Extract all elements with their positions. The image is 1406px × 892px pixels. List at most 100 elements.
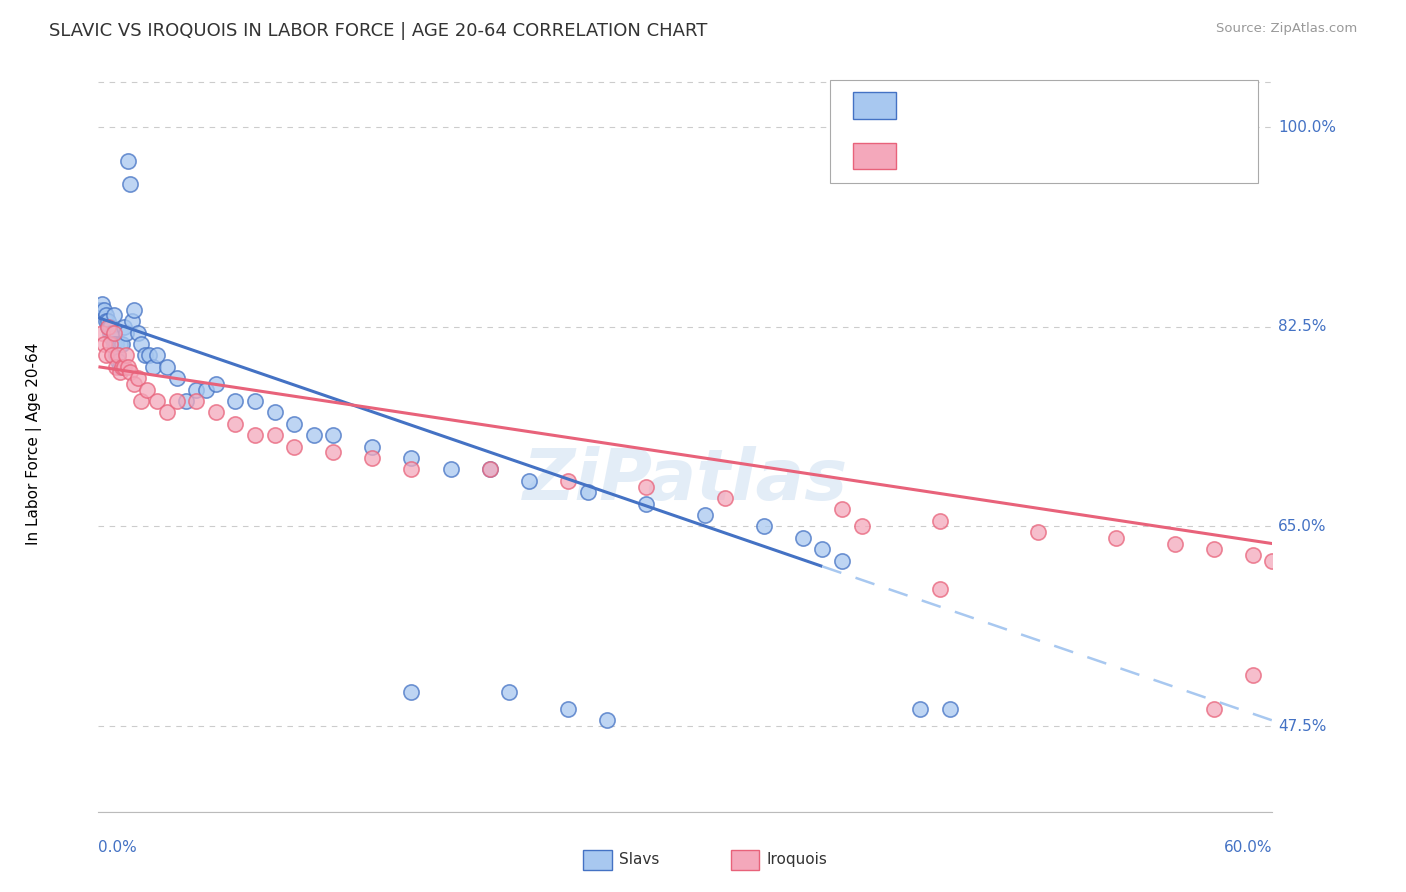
Point <box>118 366 141 380</box>
Point <box>96 348 118 362</box>
Point <box>224 417 246 431</box>
Text: 82.5%: 82.5% <box>1278 319 1327 334</box>
Text: SLAVIC VS IROQUOIS IN LABOR FORCE | AGE 20-64 CORRELATION CHART: SLAVIC VS IROQUOIS IN LABOR FORCE | AGE … <box>49 22 707 40</box>
Text: -0.352: -0.352 <box>966 98 1021 112</box>
Point <box>91 297 114 311</box>
Point <box>98 337 121 351</box>
Point <box>263 428 285 442</box>
Point <box>713 491 735 505</box>
Point <box>93 302 115 317</box>
Point <box>186 394 208 409</box>
Point <box>107 354 129 368</box>
Point <box>478 462 501 476</box>
Text: R =: R = <box>912 98 946 112</box>
Point <box>101 326 124 340</box>
Text: ZiPatlas: ZiPatlas <box>523 446 848 515</box>
Point <box>131 394 153 409</box>
Point <box>195 383 218 397</box>
Point <box>1202 542 1225 557</box>
Point <box>142 359 165 374</box>
Point <box>127 371 149 385</box>
Point <box>114 348 136 362</box>
Point <box>107 348 129 362</box>
Point <box>693 508 716 522</box>
Point <box>928 582 950 597</box>
Point <box>121 314 143 328</box>
Point <box>97 319 120 334</box>
Point <box>831 502 853 516</box>
Point <box>117 359 139 374</box>
Point <box>283 417 305 431</box>
Point <box>117 154 139 169</box>
Point <box>89 302 111 317</box>
Point <box>1241 668 1264 682</box>
Point <box>98 326 121 340</box>
Point <box>938 702 960 716</box>
Text: In Labor Force | Age 20-64: In Labor Force | Age 20-64 <box>25 343 42 545</box>
Point <box>1202 702 1225 716</box>
Point <box>166 394 188 409</box>
Text: 100.0%: 100.0% <box>1278 120 1336 135</box>
Point <box>111 337 134 351</box>
Point <box>322 445 344 459</box>
Point <box>283 440 305 454</box>
Point <box>851 519 873 533</box>
Text: N = 59: N = 59 <box>1032 98 1090 112</box>
Point <box>186 383 208 397</box>
Point <box>107 348 129 362</box>
Point <box>98 319 121 334</box>
Point <box>361 450 384 465</box>
Point <box>96 314 118 328</box>
Point <box>101 331 124 345</box>
Point <box>103 326 125 340</box>
Point <box>498 685 520 699</box>
Point <box>134 348 156 362</box>
Point <box>401 685 423 699</box>
Point <box>108 337 131 351</box>
Point <box>111 359 134 374</box>
Point <box>146 348 169 362</box>
Point <box>243 394 266 409</box>
Point <box>1026 525 1049 540</box>
Point <box>122 302 145 317</box>
Point <box>752 519 775 533</box>
Point <box>910 702 932 716</box>
Point <box>831 554 853 568</box>
Point <box>1241 548 1264 562</box>
Text: R =: R = <box>912 149 946 163</box>
Point <box>166 371 188 385</box>
Point <box>108 366 131 380</box>
Point <box>105 359 128 374</box>
Point <box>156 405 179 419</box>
Text: -0.344: -0.344 <box>966 149 1021 163</box>
Point <box>401 450 423 465</box>
Text: Source: ZipAtlas.com: Source: ZipAtlas.com <box>1216 22 1357 36</box>
Point <box>596 714 619 728</box>
Point <box>103 337 125 351</box>
Point <box>302 428 325 442</box>
Point <box>101 348 124 362</box>
Point <box>131 337 153 351</box>
Point <box>91 326 114 340</box>
Point <box>122 376 145 391</box>
Point <box>146 394 169 409</box>
Point <box>97 314 120 328</box>
Point <box>439 462 461 476</box>
Point <box>557 474 579 488</box>
Point <box>243 428 266 442</box>
Point <box>811 542 834 557</box>
Point <box>112 319 135 334</box>
Point <box>97 319 120 334</box>
Point <box>112 359 135 374</box>
Point <box>361 440 384 454</box>
Text: Iroquois: Iroquois <box>766 853 827 867</box>
Point <box>96 309 118 323</box>
Point <box>103 309 125 323</box>
Text: 0.0%: 0.0% <box>98 840 138 855</box>
Point <box>105 348 128 362</box>
Point <box>114 326 136 340</box>
Point <box>517 474 540 488</box>
Point <box>636 497 658 511</box>
Point <box>792 531 814 545</box>
Point <box>205 376 228 391</box>
